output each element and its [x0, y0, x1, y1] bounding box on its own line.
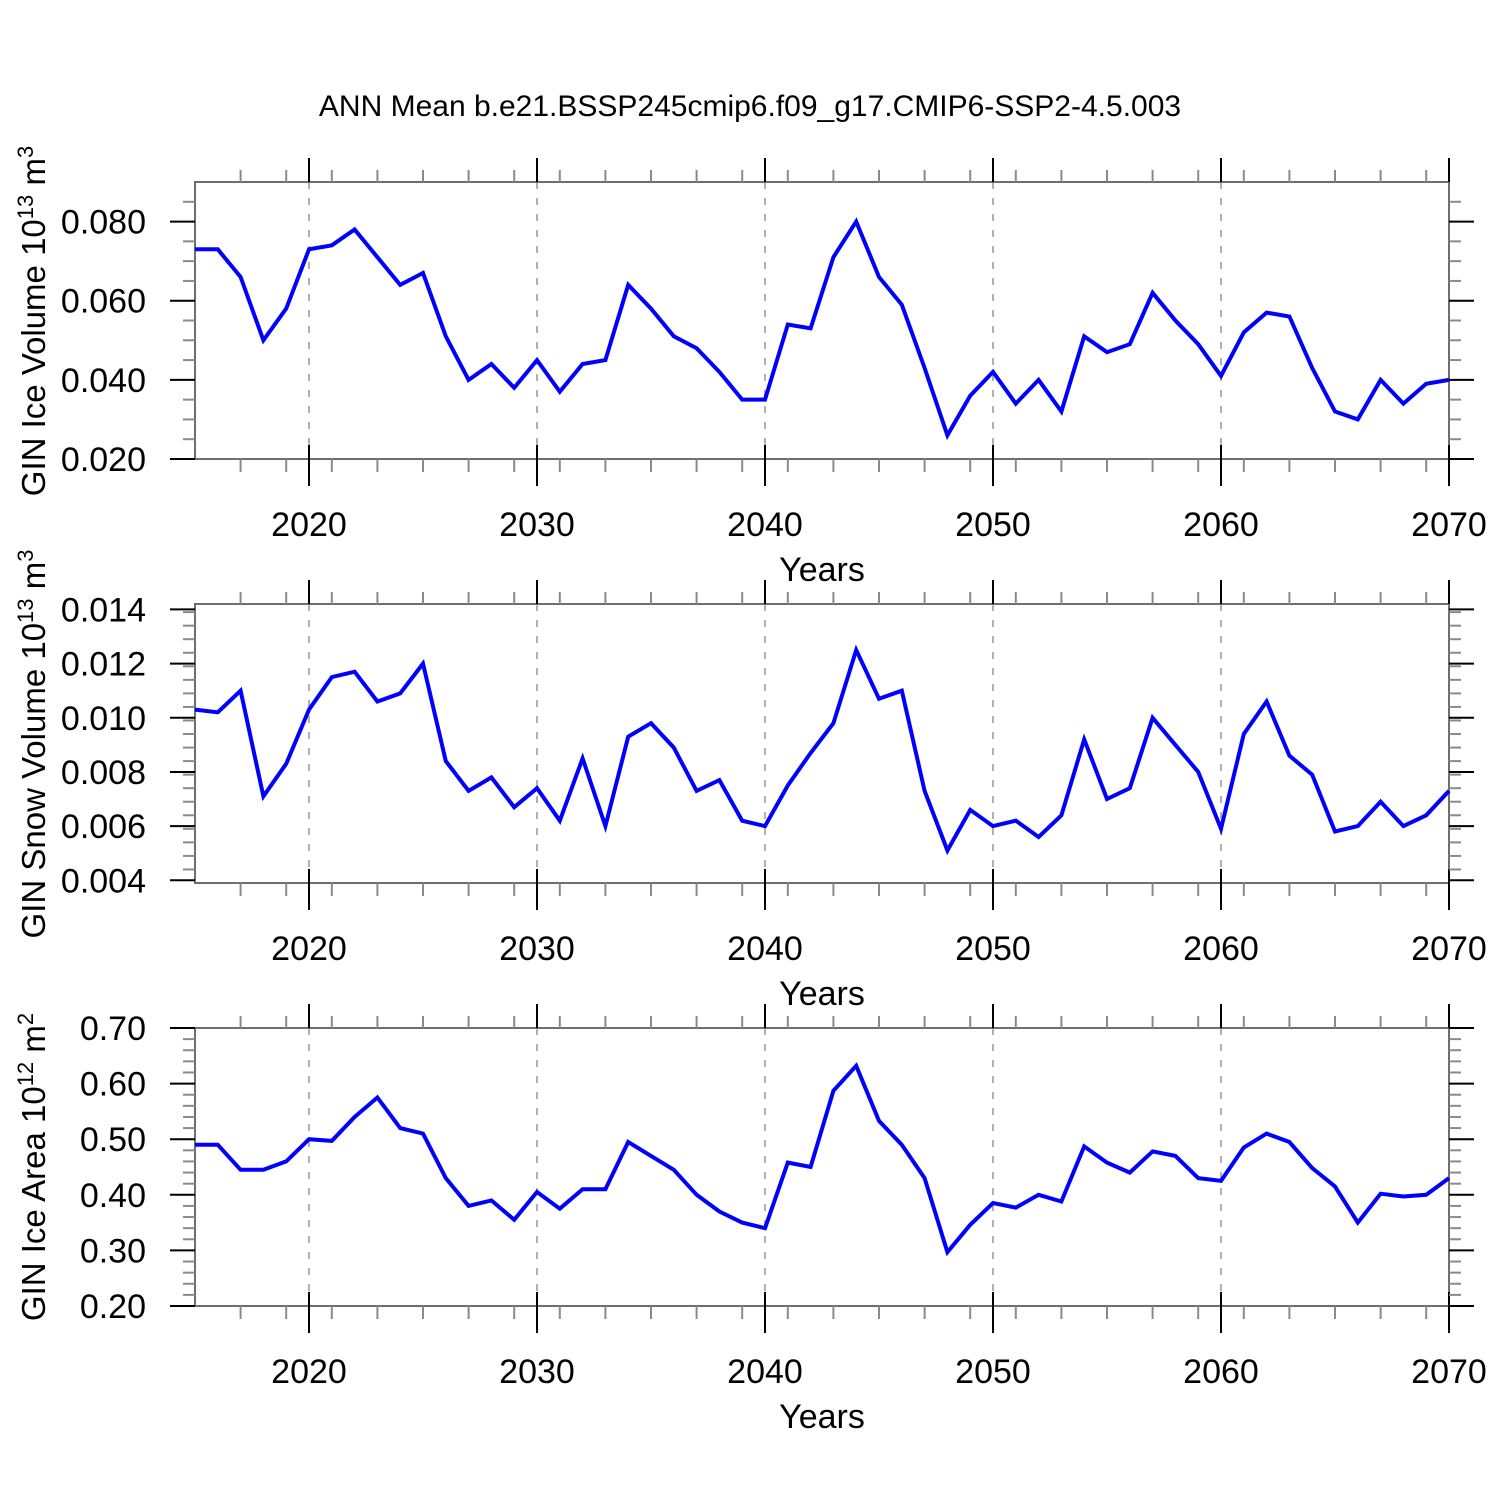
- plot-gin-ice-volume: 2020 2030 2040 2050 2060 20700.0200.0400.0600…: [61, 158, 1487, 544]
- x-tick-label: 2060: [1183, 506, 1259, 544]
- x-tick-label: 2030: [499, 506, 575, 544]
- y-tick-label: 0.50: [80, 1121, 146, 1159]
- y-tick-label: 0.020: [61, 441, 146, 479]
- x-tick-label: 2020: [271, 506, 347, 544]
- y-tick-label: 0.060: [61, 283, 146, 321]
- x-major-ticks: 2020 2030 2040 2050 2060 2070: [271, 580, 1487, 968]
- x-tick-label: 2070: [1411, 1353, 1487, 1391]
- y-tick-label: 0.70: [80, 1010, 146, 1048]
- plot-gin-ice-area: 2020 2030 2040 2050 2060 2070 0.20 0.30 0.40 0.50…: [80, 1004, 1487, 1391]
- y-tick-label: 0.20: [80, 1288, 146, 1326]
- x-minor-ticks: [239, 1016, 1428, 1319]
- y-axis-title-snow-volume: GIN Snow Volume 1013 m3: [13, 549, 53, 938]
- ylabel-superscript: 13: [13, 194, 38, 219]
- x-tick-label: 2050: [955, 930, 1031, 968]
- x-tick-label: 2040: [727, 506, 803, 544]
- x-axis-title-plot-1: Years: [779, 551, 865, 589]
- x-major-ticks: 2020 2030 2040 2050 2060 2070: [271, 1004, 1487, 1391]
- ylabel-text: GIN Ice Volume 10: [15, 218, 52, 496]
- y-tick-label: 0.012: [61, 646, 146, 684]
- plot-gin-snow-volume: 2020 2030 2040 2050 2060 20700.0040.0060.0080…: [61, 580, 1487, 968]
- x-tick-label: 2020: [271, 1353, 347, 1391]
- x-tick-label: 2020: [271, 930, 347, 968]
- y-major-ticks: 0.004 0.006 0.008 0.010 0.012 0.014: [61, 591, 1474, 900]
- ylabel-superscript: 12: [13, 1061, 38, 1087]
- x-tick-label: 2070: [1411, 930, 1487, 968]
- ylabel-text: m: [15, 561, 52, 598]
- decade-gridlines: [308, 1028, 1222, 1306]
- x-tick-label: 2060: [1183, 1353, 1259, 1391]
- y-axis-title-ice-area: GIN Ice Area 1012 m2: [13, 1012, 53, 1322]
- y-axis-title-ice-volume: GIN Ice Volume 1013 m3: [13, 145, 53, 496]
- data-line: [195, 217, 1450, 441]
- y-tick-label: 0.60: [80, 1066, 146, 1104]
- y-tick-label: 0.006: [61, 808, 146, 846]
- x-minor-ticks: [239, 170, 1428, 472]
- y-tick-label: 0.010: [61, 700, 146, 738]
- x-tick-label: 2040: [727, 930, 803, 968]
- x-major-ticks: 2020 2030 2040 2050 2060 2070: [271, 158, 1487, 544]
- ylabel-superscript: 3: [13, 549, 38, 562]
- ylabel-text: m: [15, 1025, 52, 1062]
- x-minor-ticks: [239, 592, 1428, 896]
- ylabel-text: GIN Snow Volume 10: [15, 622, 52, 938]
- y-minor-ticks: [183, 200, 1461, 441]
- decade-gridlines: [308, 182, 1222, 459]
- x-tick-label: 2050: [955, 506, 1031, 544]
- data-line: [194, 644, 1451, 856]
- x-tick-label: 2050: [955, 1353, 1031, 1391]
- data-line: [195, 1062, 1451, 1257]
- x-tick-label: 2030: [499, 930, 575, 968]
- ylabel-superscript: 3: [13, 145, 38, 158]
- y-tick-label: 0.40: [80, 1177, 146, 1215]
- y-major-ticks: 0.020 0.040 0.060 0.080: [61, 204, 1474, 479]
- y-tick-label: 0.014: [61, 591, 146, 629]
- y-tick-label: 0.040: [61, 362, 146, 400]
- x-tick-label: 2040: [727, 1353, 803, 1391]
- y-major-ticks: 0.20 0.30 0.40 0.50 0.60 0.70: [80, 1010, 1474, 1326]
- x-axis-title-plot-3: Years: [779, 1398, 865, 1436]
- x-axis-title-plot-2: Years: [779, 975, 865, 1013]
- x-tick-label: 2060: [1183, 930, 1259, 968]
- x-tick-label: 2070: [1411, 506, 1487, 544]
- chart-title: ANN Mean b.e21.BSSP245cmip6.f09_g17.CMIP…: [318, 90, 1182, 123]
- ylabel-text: m: [15, 157, 52, 195]
- x-tick-label: 2030: [499, 1353, 575, 1391]
- ylabel-superscript: 13: [13, 597, 38, 623]
- ylabel-text: GIN Ice Area 10: [15, 1086, 52, 1322]
- y-tick-label: 0.004: [61, 862, 146, 900]
- plot-frame: [194, 181, 1450, 460]
- y-tick-label: 0.080: [61, 204, 146, 242]
- y-tick-label: 0.008: [61, 754, 146, 792]
- ylabel-superscript: 2: [13, 1012, 38, 1026]
- y-minor-ticks: [183, 611, 1461, 871]
- y-tick-label: 0.30: [80, 1232, 146, 1270]
- plot-frame: [194, 1027, 1450, 1307]
- plot-frame: [194, 603, 1450, 884]
- y-minor-ticks: [183, 1038, 1461, 1296]
